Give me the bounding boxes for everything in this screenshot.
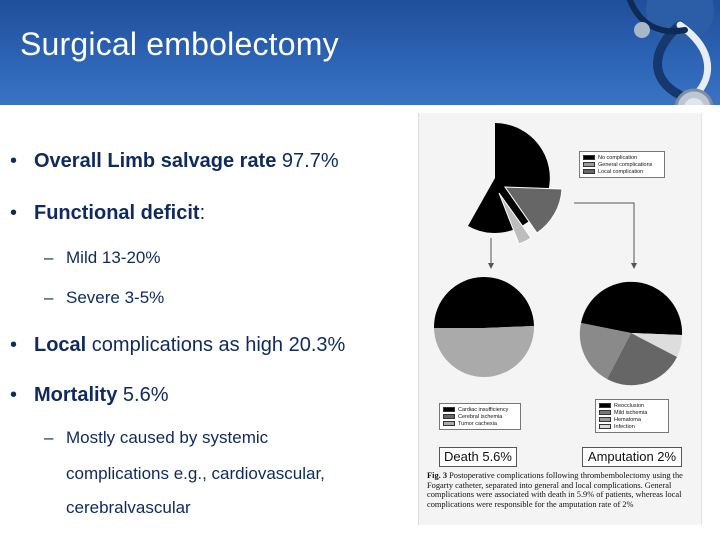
bullet-mortality: • Mortality 5.6% xyxy=(10,384,169,406)
legend-death: Cardiac insufficiency Cerebral ischemia … xyxy=(439,403,521,430)
amputation-pie-infection xyxy=(631,333,682,357)
legend-amputation: Reocclusion Mild ischemia Hematoma Infec… xyxy=(595,399,669,433)
top-pie-general-complication xyxy=(498,192,532,245)
pie-figure: No complication General complications Lo… xyxy=(418,113,702,525)
bullet-functional-deficit: • Functional deficit: xyxy=(10,202,206,224)
amputation-pie-hematoma xyxy=(607,333,677,386)
bullet-limb-salvage: • Overall Limb salvage rate 97.7% xyxy=(10,150,339,172)
figure-caption: Fig. 3 Postoperative complications follo… xyxy=(427,471,683,509)
slide-title: Surgical embolectomy xyxy=(20,26,339,62)
stethoscope-image xyxy=(627,0,714,105)
amputation-pie-mild xyxy=(579,323,631,379)
sub-bullet-severe: – Severe 3-5% xyxy=(44,288,165,307)
sub-bullet-mortality-cause: – Mostly caused by systemic xyxy=(44,428,269,447)
sub-bullet-mortality-cause-line3: cerebralvascular xyxy=(66,498,191,517)
slide-header: Surgical embolectomy xyxy=(0,0,720,105)
legend-top: No complication General complications Lo… xyxy=(579,151,665,178)
pie-figure-graphic xyxy=(433,123,683,386)
amputation-pie-black xyxy=(581,281,683,335)
death-pie-grey xyxy=(434,326,535,378)
death-pie-black xyxy=(433,276,534,328)
sub-bullet-mild: – Mild 13-20% xyxy=(44,248,161,267)
header-fade xyxy=(0,90,720,105)
amputation-label: Amputation 2% xyxy=(582,447,682,467)
sub-bullet-mortality-cause-line2: complications e.g., cardiovascular, xyxy=(66,464,325,483)
death-label: Death 5.6% xyxy=(439,447,517,467)
top-pie-local-complication xyxy=(504,186,563,234)
bullet-local-complications: • Local complications as high 20.3% xyxy=(10,334,346,356)
